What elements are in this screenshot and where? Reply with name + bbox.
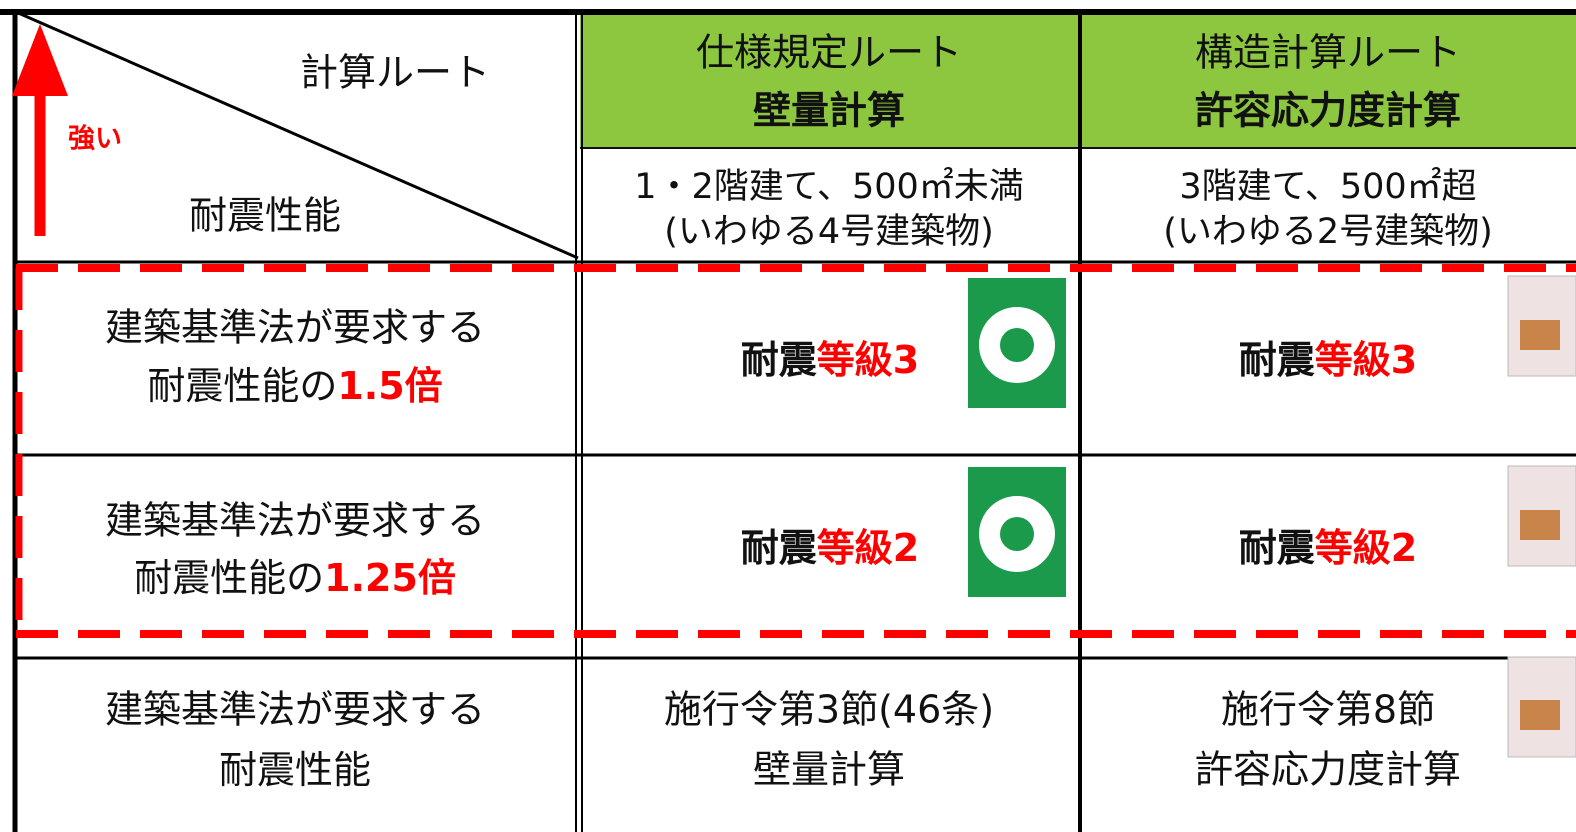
row-text: 建築基準法が要求する	[105, 306, 485, 350]
performance-label: 耐震性能	[189, 194, 341, 238]
row-text: 耐震性能の1.25倍	[134, 556, 456, 600]
row-text: 耐震性能の	[147, 364, 337, 408]
grade-level: 等級3	[817, 338, 919, 382]
route-label: 計算ルート	[300, 51, 490, 95]
column-scope: (いわゆる2号建築物)	[1163, 212, 1493, 252]
grade-level: 等級3	[1315, 338, 1417, 382]
column-title: 仕様規定ルート	[696, 31, 962, 75]
row-text: 耐震性能の1.5倍	[147, 364, 442, 408]
book-pink	[1507, 275, 1576, 758]
row-emphasis: 1.25倍	[324, 556, 456, 600]
column-scope: (いわゆる4号建築物)	[664, 212, 994, 252]
cell-grade: 耐震等級3	[1239, 338, 1417, 382]
cell-text: 施行令第8節	[1221, 688, 1435, 732]
book-green	[968, 278, 1066, 597]
row-text: 耐震性能の	[134, 556, 324, 600]
grade-prefix: 耐震	[1239, 526, 1316, 570]
row-text: 耐震性能	[219, 748, 371, 792]
grade-level: 等級2	[1315, 526, 1417, 570]
cell-text: 壁量計算	[753, 748, 905, 792]
cell-grade: 耐震等級2	[741, 526, 919, 570]
cell-text: 施行令第3節(46条)	[664, 688, 994, 732]
grade-prefix: 耐震	[1239, 338, 1316, 382]
column-scope: 1・2階建て、500㎡未満	[634, 166, 1024, 207]
column-subtitle: 壁量計算	[753, 89, 905, 133]
grade-prefix: 耐震	[741, 338, 818, 382]
row-text: 建築基準法が要求する	[105, 688, 485, 732]
row-emphasis: 1.5倍	[337, 364, 442, 408]
diagonal	[15, 10, 579, 260]
arrow-head	[12, 24, 68, 96]
grade-level: 等級2	[817, 526, 919, 570]
grade-prefix: 耐震	[741, 526, 818, 570]
strength-label: 強い	[68, 124, 122, 155]
cell-grade: 耐震等級3	[741, 338, 919, 382]
row-text: 建築基準法が要求する	[105, 499, 485, 543]
cell-grade: 耐震等級2	[1239, 526, 1417, 570]
column-subtitle: 許容応力度計算	[1195, 89, 1461, 133]
column-title: 構造計算ルート	[1195, 31, 1461, 75]
row-text: 耐震性能	[219, 748, 371, 792]
column-scope: 3階建て、500㎡超	[1179, 166, 1476, 207]
cell-text: 許容応力度計算	[1195, 748, 1461, 792]
